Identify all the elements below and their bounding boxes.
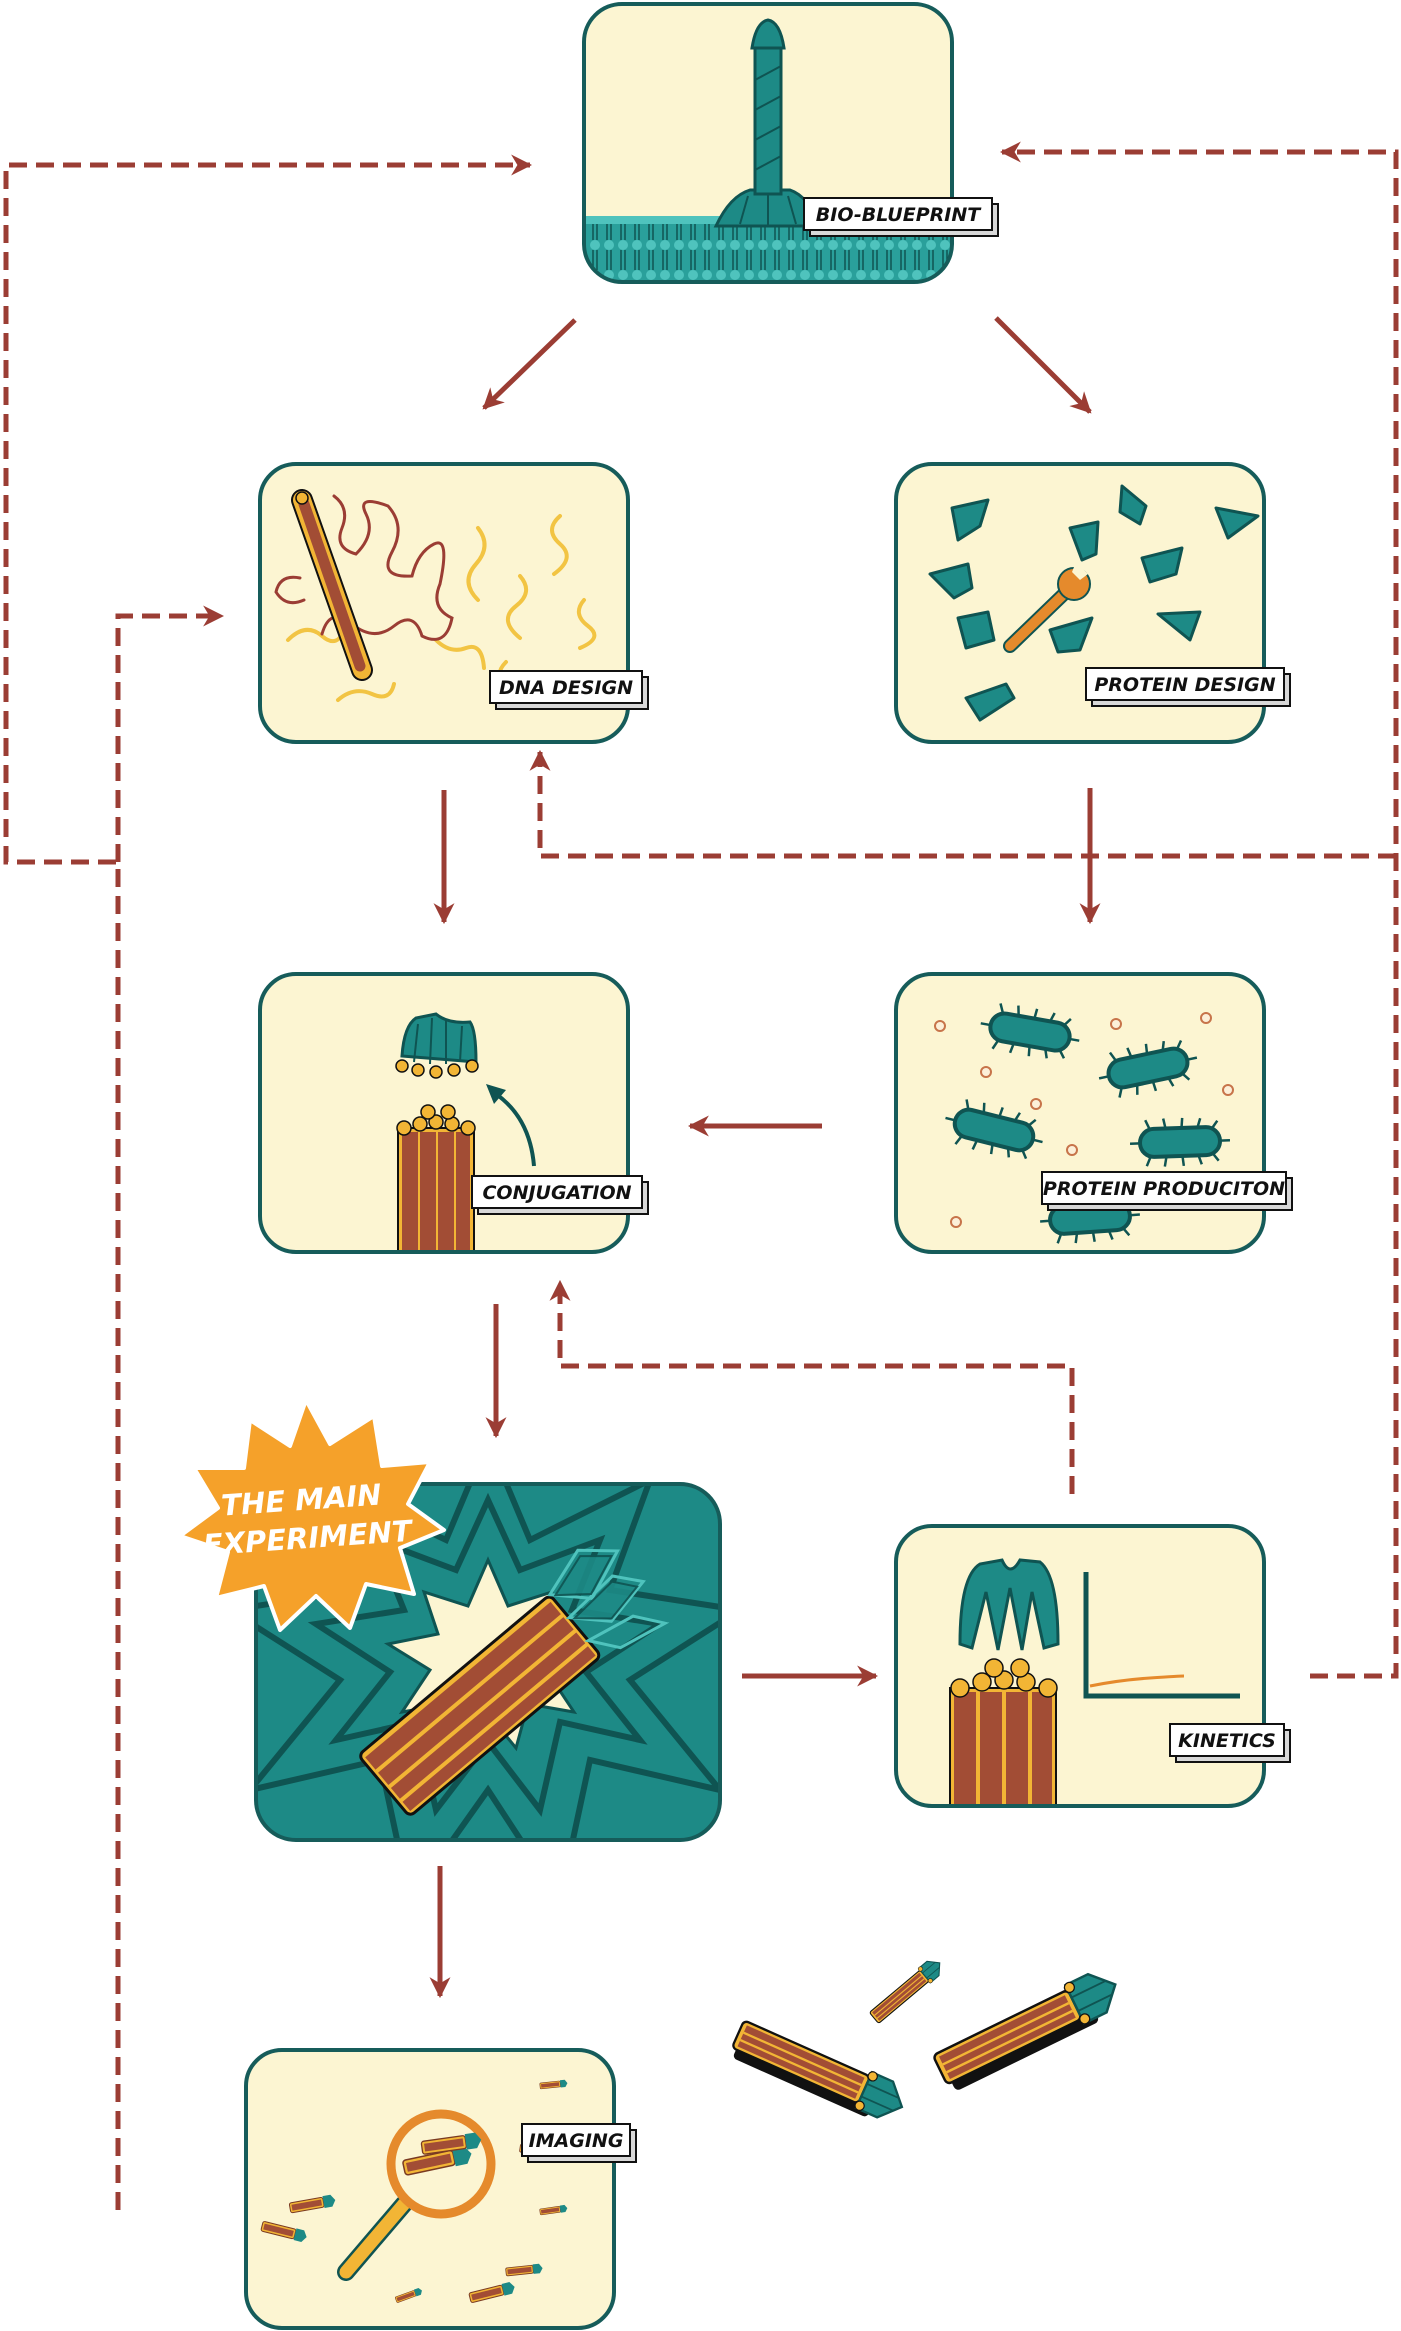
protein-fragments <box>928 484 1260 722</box>
nanotube-small <box>867 1954 947 2027</box>
dashed-right-outer-to-blueprint <box>999 141 1399 1679</box>
bacteria-illustration <box>934 997 1234 1248</box>
feedback-dashed-lines <box>3 141 1399 2210</box>
experiment-bundle <box>359 1548 670 1816</box>
arrow-blueprint-to-dna <box>482 318 577 410</box>
imaging-illustration <box>260 2079 599 2305</box>
conjugation-illustration <box>395 1012 536 1252</box>
nanotube-right <box>928 1963 1127 2092</box>
dna-illustration <box>274 489 597 702</box>
wrench-icon <box>1003 562 1091 653</box>
kinetics-illustration <box>949 1558 1240 1806</box>
node-dna-design: DNA DESIGN <box>258 462 649 744</box>
arrow-blueprint-to-protein <box>994 316 1092 414</box>
node-protein-production: PROTEIN PRODUCITON <box>894 972 1293 1254</box>
node-protein-design: PROTEIN DESIGN <box>894 462 1291 744</box>
experiment-illustration <box>256 1484 720 1840</box>
dashed-left-outer-to-blueprint <box>3 154 533 2210</box>
decorative-nanotubes <box>728 1954 1127 2128</box>
label-kinetics: KINETICS <box>1178 1730 1276 1752</box>
node-conjugation: CONJUGATION <box>258 972 649 1254</box>
label-conjugation: CONJUGATION <box>482 1182 631 1204</box>
flow-arrows <box>429 316 1101 1999</box>
nanotube-left <box>728 2013 912 2128</box>
node-bio-blueprint: BIO-BLUEPRINT <box>582 2 999 284</box>
label-protein-design: PROTEIN DESIGN <box>1094 674 1275 696</box>
label-imaging: IMAGING <box>529 2130 624 2152</box>
node-main-experiment: THE MAIN EXPERIMENT <box>178 1398 722 1842</box>
label-bio-blueprint: BIO-BLUEPRINT <box>816 204 982 226</box>
node-kinetics: KINETICS <box>894 1524 1291 1808</box>
dashed-right-to-dna <box>529 749 1396 859</box>
label-protein-production: PROTEIN PRODUCITON <box>1043 1178 1285 1200</box>
dashed-left-to-dna <box>115 605 225 862</box>
node-imaging: IMAGING <box>244 2048 637 2330</box>
dashed-kinetics-to-conjugation <box>549 1279 1075 1494</box>
blueprint-illustration <box>584 18 952 282</box>
label-dna-design: DNA DESIGN <box>499 677 633 699</box>
experiment-burst <box>178 1398 446 1632</box>
magnifier-icon <box>337 2109 496 2281</box>
